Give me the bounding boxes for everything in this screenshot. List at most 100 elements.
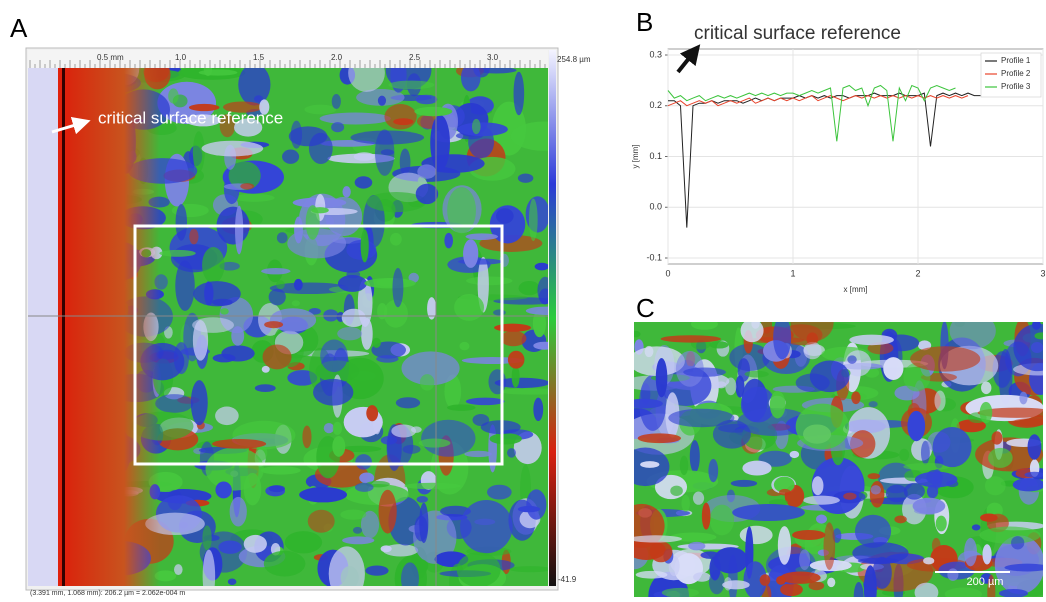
texture-blob <box>430 115 450 171</box>
texture-blob <box>979 526 1041 544</box>
texture-blob <box>337 274 367 292</box>
texture-blob <box>185 114 221 127</box>
texture-blob <box>991 431 1003 445</box>
texture-blob <box>269 308 317 332</box>
texture-blob <box>982 544 992 565</box>
texture-blob <box>384 104 417 130</box>
y-tick-label: 0.1 <box>649 151 662 161</box>
texture-blob <box>780 571 821 584</box>
texture-blob <box>190 380 208 426</box>
texture-blob <box>776 575 786 585</box>
texture-blob <box>500 330 527 347</box>
texture-blob <box>910 346 981 372</box>
texture-blob <box>341 308 366 328</box>
texture-blob <box>460 500 513 554</box>
texture-blob <box>683 367 726 377</box>
texture-blob <box>661 587 699 597</box>
legend-box <box>980 52 1042 98</box>
texture-blob <box>507 350 525 369</box>
texture-blob <box>463 239 479 268</box>
ruler-ticks: 0.5 mm 1.0 1.5 2.0 2.5 3.0 <box>29 53 546 68</box>
texture-blob <box>192 131 205 173</box>
texture-blob <box>947 568 959 582</box>
texture-blob <box>414 515 428 542</box>
profile-chart: -0.1 0.0 0.1 0.2 0.3 0 1 2 3 x [mm] y [mm] Profile … <box>631 48 1046 294</box>
panel-label: A <box>10 13 28 43</box>
texture-blob <box>282 149 300 164</box>
edge-strip <box>28 68 60 586</box>
texture-blob <box>408 272 419 283</box>
texture-blob <box>215 406 239 426</box>
y-tick-label: 0.0 <box>649 202 662 212</box>
zoom-box <box>133 224 504 466</box>
texture-blob <box>264 321 284 329</box>
texture-blob <box>981 381 992 395</box>
texture-blob <box>868 401 878 408</box>
texture-blob <box>293 278 303 291</box>
texture-blob <box>715 381 727 389</box>
texture-blob <box>713 547 749 574</box>
texture-blob <box>268 485 285 493</box>
texture-blob <box>145 512 205 536</box>
texture-blob <box>427 297 437 320</box>
texture-blob <box>374 129 395 176</box>
texture-blob <box>419 374 435 391</box>
texture-blob <box>851 391 861 405</box>
texture-blob <box>404 482 461 490</box>
texture-blob <box>395 397 421 409</box>
texture-blob <box>291 300 300 307</box>
colorbar-label: 254.8 µm <box>557 55 591 64</box>
texture-blob <box>802 495 840 505</box>
texture-blob <box>1004 563 1043 572</box>
texture-blob <box>390 232 402 246</box>
texture-blob <box>421 419 476 457</box>
texture-blob <box>744 370 769 378</box>
texture-blob <box>507 448 516 458</box>
texture-blob <box>325 196 363 237</box>
texture-blob <box>693 572 711 582</box>
texture-blob <box>477 256 489 313</box>
texture-blob <box>415 183 439 205</box>
texture-blob <box>712 419 751 449</box>
texture-blob <box>418 438 451 448</box>
texture-blob <box>313 378 354 406</box>
texture-blob <box>944 587 982 597</box>
texture-blob <box>479 234 543 252</box>
texture-blob <box>284 531 323 554</box>
texture-blob <box>803 341 822 360</box>
texture-blob <box>525 306 548 315</box>
texture-blob <box>670 485 683 497</box>
texture-blob <box>899 448 910 462</box>
texture-blob <box>388 80 435 90</box>
texture-blob <box>885 484 908 503</box>
texture-blob <box>932 426 972 468</box>
texture-blob <box>777 526 792 565</box>
x-tick-label: 1 <box>790 268 795 278</box>
texture-blob <box>926 484 939 499</box>
texture-blob <box>903 482 925 500</box>
texture-blob <box>262 344 292 370</box>
red-zone <box>70 68 160 586</box>
texture <box>634 322 1043 597</box>
texture-blob <box>228 161 261 191</box>
texture-blob <box>917 340 932 351</box>
texture-blob <box>634 398 663 409</box>
texture-blob <box>304 104 337 115</box>
texture-blob <box>376 355 399 363</box>
texture-blob <box>233 193 275 202</box>
texture-blob <box>360 510 380 539</box>
texture-blob <box>359 472 375 484</box>
texture-blob <box>380 545 392 553</box>
texture-blob <box>401 351 460 386</box>
texture-blob <box>447 404 476 411</box>
texture-blob <box>732 503 805 521</box>
texture-blob <box>354 176 373 189</box>
legend-label: Profile 1 <box>1001 56 1031 65</box>
texture-blob <box>487 484 512 500</box>
texture-blob <box>212 438 267 449</box>
texture-blob <box>340 509 367 520</box>
texture-blob <box>342 186 351 198</box>
texture-blob <box>849 334 894 346</box>
texture-blob <box>1012 418 1043 427</box>
